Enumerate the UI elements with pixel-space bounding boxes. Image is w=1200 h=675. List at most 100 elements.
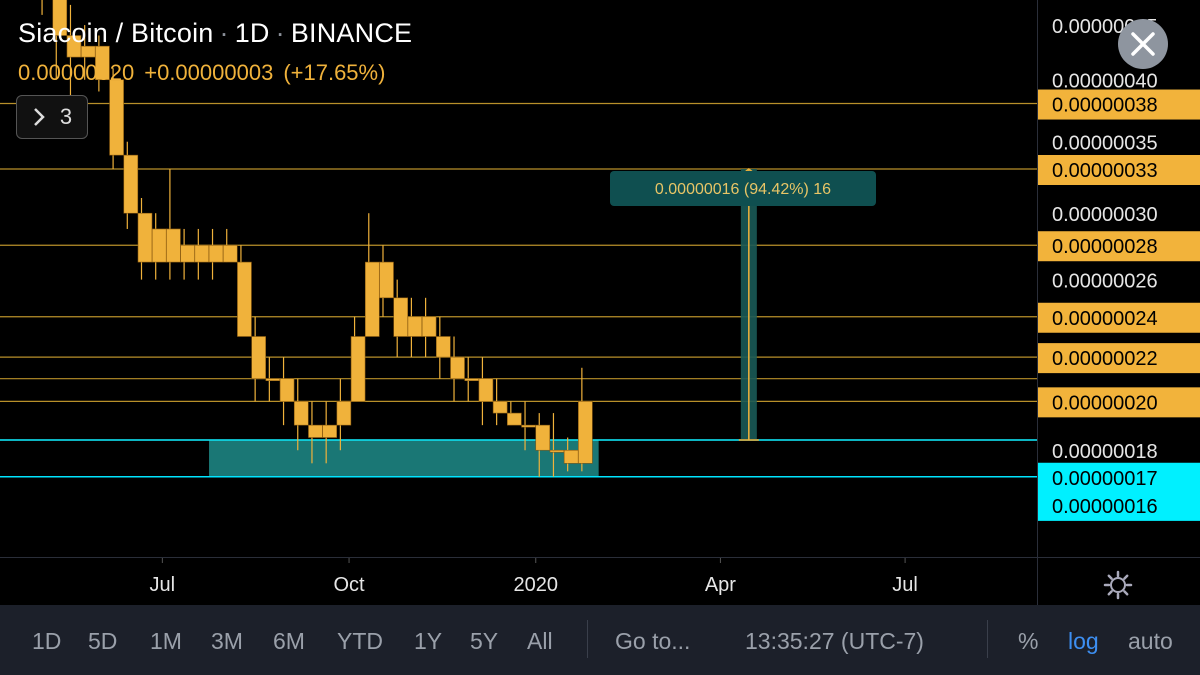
candle-body xyxy=(123,154,139,214)
title-separator: · xyxy=(219,18,229,48)
time-axis-label: 2020 xyxy=(513,574,558,596)
close-button[interactable] xyxy=(1118,19,1168,69)
settings-gear-icon[interactable] xyxy=(1103,570,1133,600)
timeframe-3m[interactable]: 3M xyxy=(211,628,243,654)
measure-label-box xyxy=(610,171,876,206)
auto-scale-toggle[interactable]: auto xyxy=(1128,628,1173,654)
candle-body xyxy=(151,228,167,263)
price-axis-badge xyxy=(1038,343,1200,374)
candle-body xyxy=(265,378,281,382)
candle-body xyxy=(393,297,408,337)
log-scale-toggle[interactable]: log xyxy=(1068,628,1099,654)
candle-body xyxy=(293,401,309,426)
candle-body xyxy=(563,449,579,464)
support-zone xyxy=(209,440,599,477)
title-separator: · xyxy=(275,18,285,48)
price-axis-badge xyxy=(1038,302,1200,333)
candle-body xyxy=(478,378,494,402)
time-axis-separator xyxy=(0,557,1200,558)
price-axis-label: 0.00000028 xyxy=(1052,236,1158,258)
candle-body xyxy=(336,401,352,426)
candle-body xyxy=(194,244,210,263)
candle-body xyxy=(521,424,536,428)
candle-body xyxy=(95,45,110,81)
price-readout: 0.00000020 +0.00000003 (+17.65%) xyxy=(18,60,395,86)
timeframe-5y[interactable]: 5Y xyxy=(470,628,499,654)
measure-label: 0.00000016 (94.42%) 16 xyxy=(655,181,831,198)
candle-body xyxy=(251,336,266,380)
price-axis-label: 0.00000020 xyxy=(1052,392,1158,414)
time-axis-label: Jul xyxy=(150,574,176,596)
candle-body xyxy=(421,316,437,337)
chart-title: Siacoin / Bitcoin · 1D · BINANCE xyxy=(18,18,412,49)
candle-body xyxy=(308,424,323,438)
last-price: 0.00000020 xyxy=(18,60,135,85)
candle-body xyxy=(166,228,181,263)
candle-body xyxy=(436,336,451,358)
timeframe-1y[interactable]: 1Y xyxy=(414,628,443,654)
close-icon xyxy=(1131,32,1155,56)
timeframe-ytd[interactable]: YTD xyxy=(337,628,383,654)
price-axis-label: 0.00000017 xyxy=(1052,468,1158,490)
timeframe-all[interactable]: All xyxy=(527,628,553,654)
candle-body xyxy=(464,378,480,382)
clock-timezone[interactable]: 13:35:27 (UTC-7) xyxy=(745,628,924,654)
candle-body xyxy=(379,261,394,299)
candle-body xyxy=(535,424,551,451)
candle-body xyxy=(364,261,380,337)
candle-body xyxy=(507,412,522,426)
price-axis-label: 0.00000030 xyxy=(1052,204,1158,226)
candle-body xyxy=(237,261,252,337)
price-axis-label: 0.00000035 xyxy=(1052,133,1158,155)
candle-body xyxy=(322,424,337,438)
price-axis-badge xyxy=(1038,490,1200,521)
price-axis-label: 0.00000018 xyxy=(1052,441,1158,463)
price-axis-badge xyxy=(1038,231,1200,262)
chevron-right-icon xyxy=(33,108,45,126)
time-axis-label: Oct xyxy=(333,574,365,596)
price-axis-badge xyxy=(1038,387,1200,418)
candle-body xyxy=(350,336,366,402)
candle-body xyxy=(222,244,238,263)
price-axis-label: 0.00000033 xyxy=(1052,160,1158,182)
price-axis-label: 0.00000040 xyxy=(1052,71,1158,93)
timeframe-1d[interactable]: 1D xyxy=(32,628,62,654)
candle-body xyxy=(279,378,295,402)
candle-body xyxy=(407,316,423,337)
candle-body xyxy=(109,79,124,156)
price-change: +0.00000003 xyxy=(144,60,274,85)
price-chart[interactable]: 0.00000016 (94.42%) 160.000000450.000000… xyxy=(0,0,1200,605)
symbol-name: Siacoin / Bitcoin xyxy=(18,18,214,48)
percent-scale-toggle[interactable]: % xyxy=(1018,628,1039,654)
indicators-toggle-button[interactable]: 3 xyxy=(16,95,88,139)
price-axis-label: 0.00000022 xyxy=(1052,348,1158,370)
price-change-percent: (+17.65%) xyxy=(283,60,386,85)
candle-body xyxy=(450,356,465,380)
candle-body xyxy=(492,401,508,414)
price-axis-separator xyxy=(1037,0,1038,605)
interval-label: 1D xyxy=(234,18,270,48)
goto-date-button[interactable]: Go to... xyxy=(615,628,691,654)
price-axis-label: 0.00000026 xyxy=(1052,271,1158,293)
candle-body xyxy=(549,449,565,453)
price-axis-badge xyxy=(1038,89,1200,120)
candle-body xyxy=(180,244,195,263)
indicators-count: 3 xyxy=(59,104,73,129)
bottom-toolbar xyxy=(0,605,1200,675)
price-axis-label: 0.00000024 xyxy=(1052,308,1158,330)
price-axis-label: 0.00000038 xyxy=(1052,95,1158,117)
price-axis-label: 0.00000016 xyxy=(1052,496,1158,518)
time-axis-label: Apr xyxy=(705,574,736,596)
chart-area[interactable]: 0.00000016 (94.42%) 16 0.00000045 0.000000… xyxy=(0,0,1200,605)
candle-body xyxy=(208,244,224,263)
toolbar-divider xyxy=(587,620,588,658)
time-axis-label: Jul xyxy=(892,574,918,596)
timeframe-6m[interactable]: 6M xyxy=(273,628,305,654)
timeframe-1m[interactable]: 1M xyxy=(150,628,182,654)
candle-body xyxy=(52,0,68,36)
exchange-label: BINANCE xyxy=(290,18,413,48)
candle-body xyxy=(137,212,153,263)
price-axis-badge xyxy=(1038,154,1200,185)
candle-body xyxy=(578,401,593,464)
timeframe-5d[interactable]: 5D xyxy=(88,628,118,654)
